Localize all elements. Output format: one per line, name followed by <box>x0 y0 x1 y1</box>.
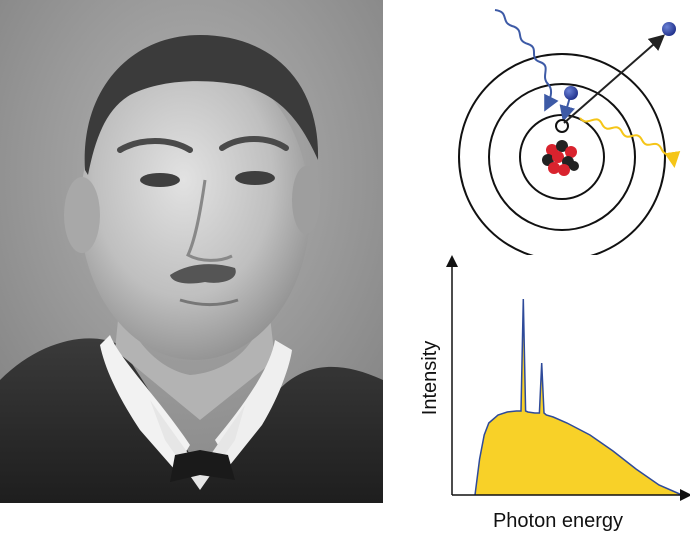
portrait-brow-right <box>219 136 289 151</box>
spectrum-chart: Intensity Photon energy <box>419 255 690 532</box>
y-axis-label: Intensity <box>419 341 441 415</box>
x-axis-label: Photon energy <box>493 510 623 532</box>
spectrum-outline-0 <box>474 298 683 496</box>
portrait-brow-left <box>117 138 193 153</box>
electron-icon <box>564 86 578 100</box>
portrait-face <box>80 60 310 360</box>
emitted-xray-wave-icon <box>579 117 681 168</box>
portrait-nose <box>186 179 233 262</box>
nucleus-icon <box>542 140 579 176</box>
atom-diagram <box>458 9 681 255</box>
portrait-ear-left <box>64 177 100 253</box>
portrait-neck <box>115 300 275 420</box>
portrait-eye-left <box>140 173 180 187</box>
portrait-eye-right <box>235 171 275 185</box>
portrait-moustache <box>170 264 236 284</box>
portrait-suit <box>0 338 383 503</box>
portrait-ear-right <box>292 166 320 234</box>
incoming-photon-wave-icon <box>494 9 559 112</box>
orbit-middle <box>488 83 636 231</box>
electron-transition-arrow <box>559 96 575 122</box>
spectrum-area-0 <box>475 299 682 495</box>
portrait-mouth <box>179 298 239 306</box>
ejected-electron-icon <box>662 22 676 36</box>
ejection-arrow <box>563 34 666 124</box>
portrait-photo <box>0 0 383 503</box>
portrait-tie <box>170 450 235 482</box>
portrait-hair <box>84 35 319 175</box>
